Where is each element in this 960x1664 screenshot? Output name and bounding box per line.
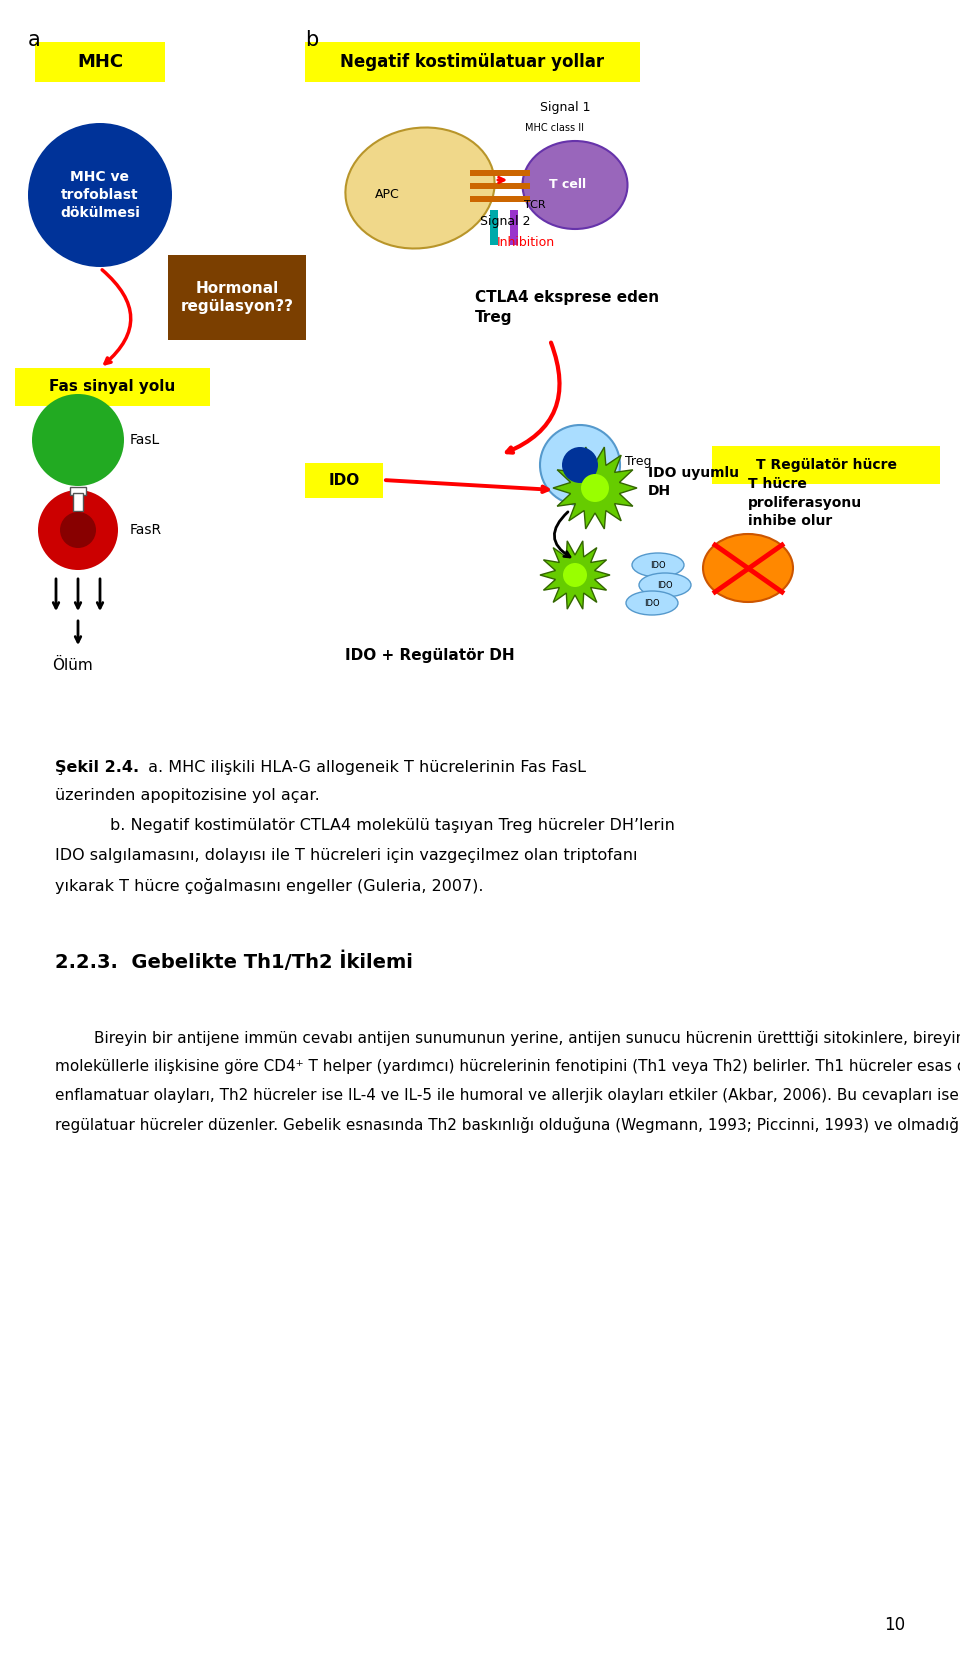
Text: a: a [28,30,40,50]
Text: MHC ve
trofoblast
dökülmesi: MHC ve trofoblast dökülmesi [60,170,140,220]
Bar [510,210,518,245]
Text: MHC class II: MHC class II [525,123,584,133]
Text: 10: 10 [884,1616,905,1634]
Text: Bireyin bir antijene immün cevabı antijen sunumunun yerine, antijen sunucu hücre: Bireyin bir antijene immün cevabı antije… [55,1030,960,1047]
Text: yıkarak T hücre çoğalmasını engeller (Guleria, 2007).: yıkarak T hücre çoğalmasını engeller (Gu… [55,879,484,894]
Text: moleküllerle ilişkisine göre CD4⁺ T helper (yardımcı) hücrelerinin fenotipini (T: moleküllerle ilişkisine göre CD4⁺ T help… [55,1058,960,1073]
Text: MHC: MHC [77,53,123,72]
Polygon shape [553,448,637,529]
Text: Hormonal
regülasyon??: Hormonal regülasyon?? [180,281,294,314]
Text: T hücre
proliferasyonu
inhibe olur: T hücre proliferasyonu inhibe olur [748,478,862,527]
Text: IDO salgılamasını, dolayısı ile T hücreleri için vazgeçilmez olan triptofanı: IDO salgılamasını, dolayısı ile T hücrel… [55,849,637,864]
Ellipse shape [703,534,793,602]
Text: IDO uyumlu
DH: IDO uyumlu DH [648,466,739,498]
Text: Negatif kostimülatuar yollar: Negatif kostimülatuar yollar [341,53,605,72]
Bar [470,170,530,176]
Ellipse shape [346,128,494,248]
Circle shape [32,394,124,486]
Bar [73,493,83,511]
Ellipse shape [632,552,684,577]
Text: Inhibition: Inhibition [497,236,555,250]
Circle shape [540,424,620,504]
Text: CTLA4 eksprese eden
Treg: CTLA4 eksprese eden Treg [475,290,660,324]
Bar [305,463,383,498]
Circle shape [28,123,172,266]
Text: Treg: Treg [625,456,652,469]
Polygon shape [540,541,610,609]
Text: FasL: FasL [130,433,160,448]
Circle shape [562,448,598,483]
Text: regülatuar hücreler düzenler. Gebelik esnasında Th2 baskınlığı olduğuna (Wegmann: regülatuar hücreler düzenler. Gebelik es… [55,1117,960,1133]
Text: Signal 2: Signal 2 [480,216,531,228]
Bar [70,488,86,494]
Text: FasR: FasR [130,522,162,537]
Bar [15,368,210,406]
Circle shape [581,474,609,503]
Text: IDO: IDO [644,599,660,607]
Bar [305,42,640,82]
Text: APC: APC [375,188,399,201]
Text: Fas sinyal yolu: Fas sinyal yolu [49,379,176,394]
Text: enflamatuar olayları, Th2 hücreler ise IL-4 ve IL-5 ile humoral ve allerjik olay: enflamatuar olayları, Th2 hücreler ise I… [55,1088,960,1103]
Text: Signal 1: Signal 1 [540,102,590,115]
Text: TCR: TCR [524,200,546,210]
Text: T Regülatör hücre: T Regülatör hücre [756,458,897,473]
Ellipse shape [639,572,691,597]
Text: üzerinden apopitozisine yol açar.: üzerinden apopitozisine yol açar. [55,789,320,804]
Circle shape [563,562,587,587]
Circle shape [38,489,118,571]
Text: 2.2.3.  Gebelikte Th1/Th2 İkilemi: 2.2.3. Gebelikte Th1/Th2 İkilemi [55,952,413,972]
Text: T cell: T cell [549,178,587,191]
Bar [35,42,165,82]
Text: IDO: IDO [650,561,666,569]
Ellipse shape [522,141,628,230]
Text: IDO + Regülatör DH: IDO + Regülatör DH [346,647,515,662]
Text: b. Negatif kostimülatör CTLA4 molekülü taşıyan Treg hücreler DH’lerin: b. Negatif kostimülatör CTLA4 molekülü t… [110,819,675,834]
Text: IDO: IDO [328,473,360,488]
Text: IDO: IDO [658,581,673,589]
Bar [470,183,530,190]
Text: b: b [305,30,319,50]
Ellipse shape [626,591,678,616]
Text: a. MHC ilişkili HLA-G allogeneik T hücrelerinin Fas FasL: a. MHC ilişkili HLA-G allogeneik T hücre… [143,760,586,775]
Circle shape [60,513,96,547]
Text: Ölüm: Ölüm [52,657,93,672]
Bar [470,196,530,201]
Text: Şekil 2.4.: Şekil 2.4. [55,760,139,775]
Bar [712,446,940,484]
Bar [168,255,306,339]
Bar [490,210,498,245]
